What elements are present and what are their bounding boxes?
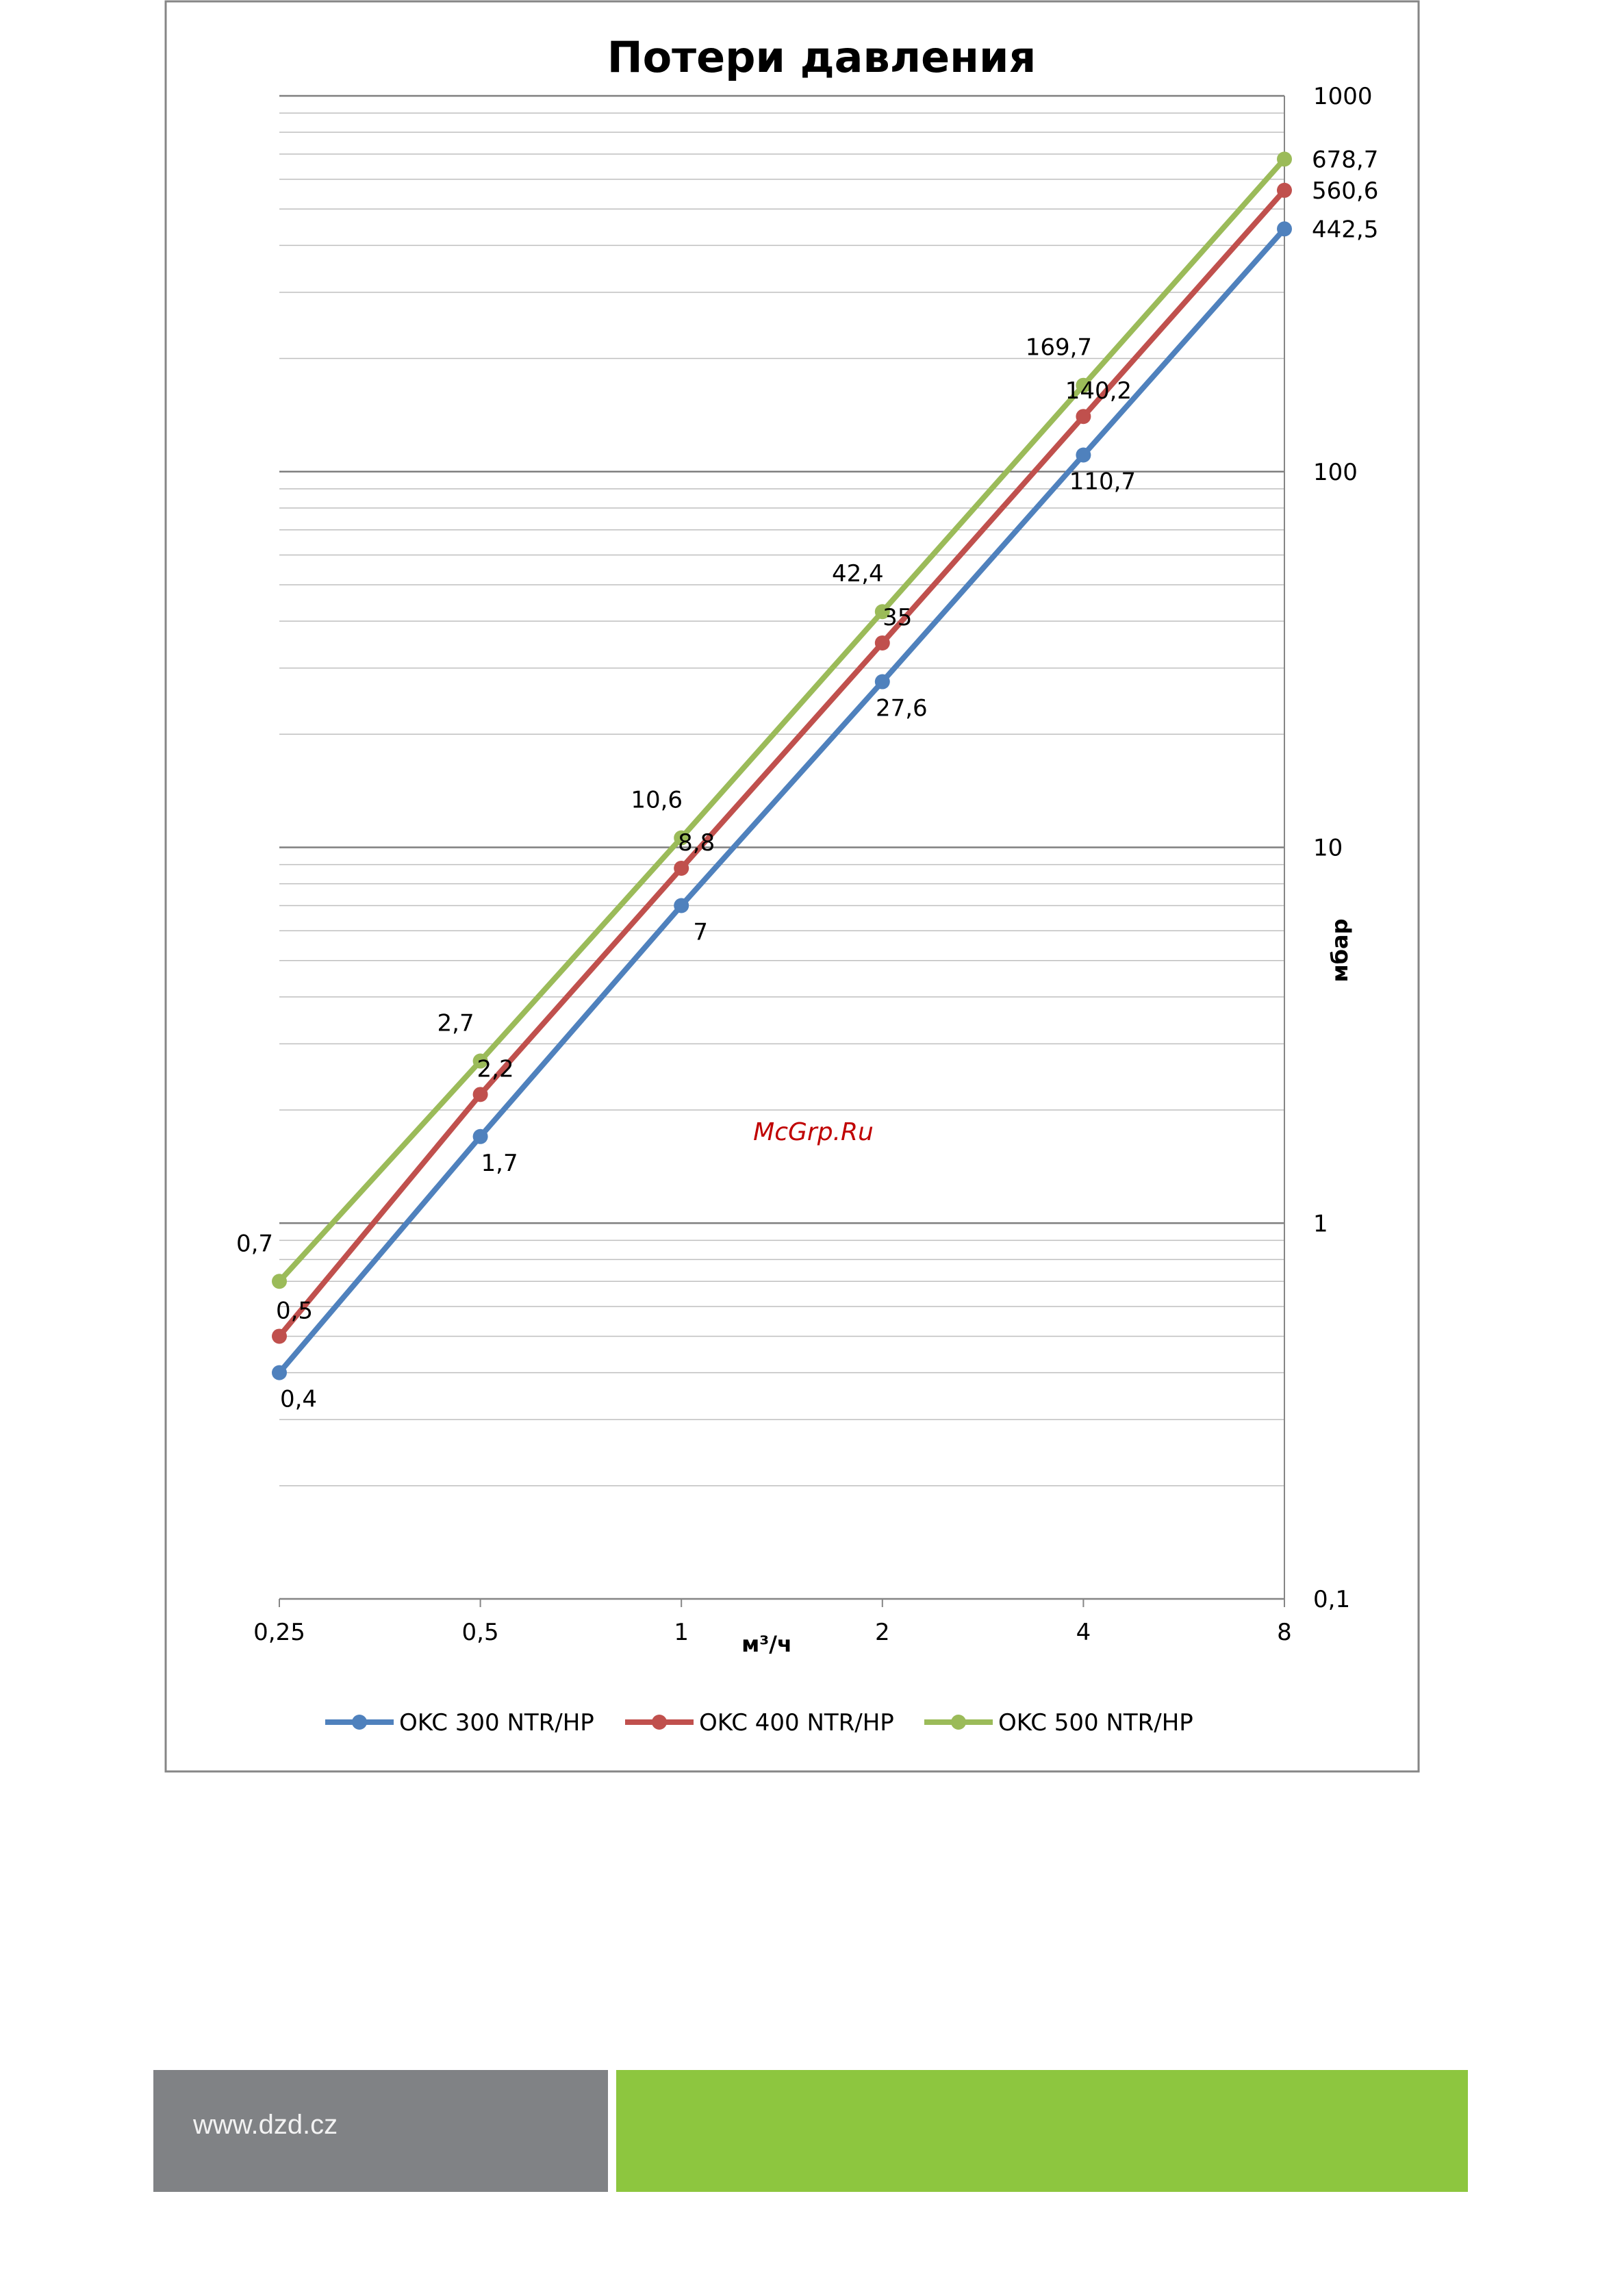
footer-right-block <box>616 2070 1468 2192</box>
data-point <box>874 604 890 620</box>
data-point <box>272 1365 287 1380</box>
data-point <box>1277 151 1292 167</box>
data-label: 27,6 <box>876 695 928 722</box>
series-line <box>277 227 1286 1375</box>
data-label: 140,2 <box>1065 377 1132 405</box>
data-label: 2,7 <box>437 1010 474 1037</box>
chart-frame <box>164 0 1420 1773</box>
data-point <box>472 1053 488 1069</box>
y-tick-label: 1000 <box>1313 83 1373 110</box>
y-axis-label: мбар <box>1327 919 1353 983</box>
data-point <box>1277 182 1292 198</box>
data-label: 442,5 <box>1312 216 1378 243</box>
data-label: 10,6 <box>631 787 683 814</box>
chart-title: Потери давления <box>607 32 1037 82</box>
data-point <box>1076 409 1091 425</box>
series-line <box>277 188 1286 1338</box>
data-point <box>472 1087 488 1102</box>
x-tick-label: 1 <box>674 1619 689 1646</box>
data-label: 0,4 <box>280 1386 317 1413</box>
data-label: 1,7 <box>481 1150 518 1177</box>
watermark-text: McGrp.Ru <box>753 1118 874 1146</box>
x-tick-label: 0,5 <box>462 1619 499 1646</box>
data-label: 678,7 <box>1312 146 1378 173</box>
data-point <box>1277 221 1292 237</box>
data-label: 42,4 <box>832 560 884 588</box>
data-point <box>272 1274 287 1289</box>
x-tick-label: 8 <box>1277 1619 1292 1646</box>
data-label: 35 <box>883 604 912 631</box>
y-tick-label: 10 <box>1313 835 1343 862</box>
legend-marker <box>652 1715 667 1730</box>
legend-label: OKC 500 NTR/HP <box>998 1709 1193 1737</box>
data-point <box>674 830 689 846</box>
series-line <box>277 157 1286 1283</box>
legend-label: OKC 300 NTR/HP <box>399 1709 594 1737</box>
legend: OKC 300 NTR/HP OKC 400 NTR/HP OKC 500 NTR/… <box>325 1709 1193 1737</box>
data-point <box>1076 447 1091 463</box>
data-point <box>674 860 689 876</box>
x-axis-label: м³/ч <box>741 1631 792 1657</box>
ticks: 0,1 1 10 100 1000 0,25 0,5 1 2 4 8 <box>253 83 1372 1646</box>
data-label: 0,5 <box>276 1297 313 1324</box>
grid <box>279 94 1284 1600</box>
x-tick-label: 0,25 <box>253 1619 305 1646</box>
data-label: 2,2 <box>477 1055 514 1083</box>
x-tick-label: 4 <box>1076 1619 1091 1646</box>
data-point <box>272 1328 287 1344</box>
data-label: 560,6 <box>1312 177 1378 205</box>
series <box>272 151 1292 1380</box>
footer-url-link[interactable]: www.dzd.cz <box>193 2110 338 2140</box>
footer-left-block: www.dzd.cz <box>153 2070 608 2192</box>
data-label: 169,7 <box>1026 334 1092 362</box>
legend-marker <box>352 1715 367 1730</box>
data-label: 0,7 <box>236 1230 273 1257</box>
y-tick-label: 100 <box>1313 459 1358 486</box>
data-point <box>674 898 689 913</box>
data-label: 110,7 <box>1069 468 1136 496</box>
legend-marker <box>951 1715 966 1730</box>
data-point <box>874 674 890 690</box>
data-point <box>1076 377 1091 393</box>
x-tick-label: 2 <box>875 1619 890 1646</box>
y-tick-label: 1 <box>1313 1210 1328 1237</box>
data-label: 8,8 <box>678 829 715 857</box>
data-label: 7 <box>693 919 708 946</box>
data-point <box>874 635 890 651</box>
data-point <box>472 1128 488 1144</box>
labels: 0,4 1,7 7 27,6 110,7 442,5 0,5 2,2 8,8 35 140,2 560… <box>236 146 1378 1413</box>
legend-label: OKC 400 NTR/HP <box>699 1709 894 1737</box>
y-tick-label: 0,1 <box>1313 1586 1350 1613</box>
